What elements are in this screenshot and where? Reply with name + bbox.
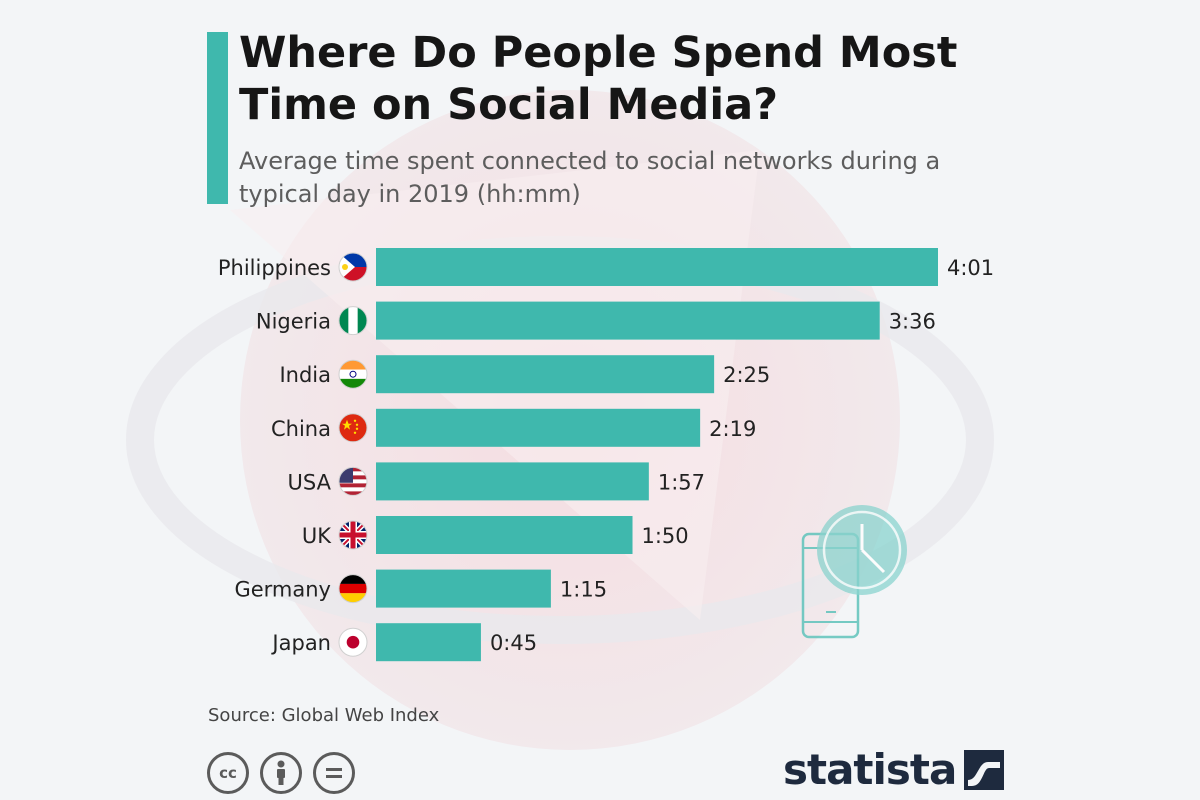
uk-flag-icon [338, 520, 368, 550]
data-label: 1:50 [642, 524, 689, 548]
bar-china [376, 408, 701, 447]
usa-flag-icon [338, 466, 368, 496]
bar-germany [376, 569, 551, 608]
source-note: Source: Global Web Index [208, 705, 440, 726]
bar-india [376, 355, 715, 394]
category-label: Germany [234, 578, 331, 602]
data-label: 0:45 [490, 631, 537, 655]
category-label: Philippines [218, 256, 331, 280]
attribution-icon[interactable] [260, 752, 302, 794]
chart-title: Where Do People Spend Most Time on Socia… [239, 28, 958, 130]
nigeria-flag-icon [338, 306, 368, 336]
bar-row: China 2:19 [271, 408, 756, 447]
japan-flag-icon [338, 627, 368, 657]
bar-row: Germany 1:15 [234, 569, 607, 608]
category-label: Nigeria [256, 310, 331, 334]
chart-subtitle: Average time spent connected to social n… [239, 147, 941, 208]
title-accent-bar [207, 32, 228, 204]
bar-uk [376, 516, 633, 554]
category-label: Japan [270, 631, 331, 655]
bar-row: Philippines 4:01 [218, 248, 994, 286]
germany-flag-icon [338, 574, 368, 604]
category-label: UK [302, 524, 332, 548]
data-label: 3:36 [889, 310, 936, 334]
phone-clock-illustration-icon [801, 505, 907, 639]
data-label: 2:25 [723, 363, 770, 387]
bar-nigeria [376, 301, 880, 340]
license-icons: cc [207, 752, 355, 794]
data-label: 1:57 [658, 470, 705, 494]
philippines-flag-icon [338, 252, 368, 282]
data-label: 1:15 [560, 578, 607, 602]
bar-row: USA 1:57 [288, 462, 705, 501]
data-label: 4:01 [947, 256, 994, 280]
bar-row: India 2:25 [279, 355, 770, 394]
bar-row: Nigeria 3:36 [256, 301, 936, 340]
cc-icon[interactable]: cc [207, 752, 249, 794]
category-label: India [279, 363, 331, 387]
bar-japan [376, 623, 481, 662]
statista-logo[interactable]: statista [783, 745, 1005, 794]
bar-usa [376, 462, 649, 501]
china-flag-icon [338, 413, 368, 443]
no-derivatives-icon[interactable] [313, 752, 355, 794]
bar-philippines [376, 248, 938, 286]
data-label: 2:19 [709, 417, 756, 441]
bar-row: UK 1:50 [302, 516, 689, 554]
india-flag-icon [338, 359, 368, 389]
statista-mark-icon [964, 749, 1005, 790]
category-label: USA [288, 470, 332, 494]
brand-name: statista [783, 745, 957, 794]
category-label: China [271, 417, 331, 441]
bar-row: Japan 0:45 [270, 623, 537, 662]
